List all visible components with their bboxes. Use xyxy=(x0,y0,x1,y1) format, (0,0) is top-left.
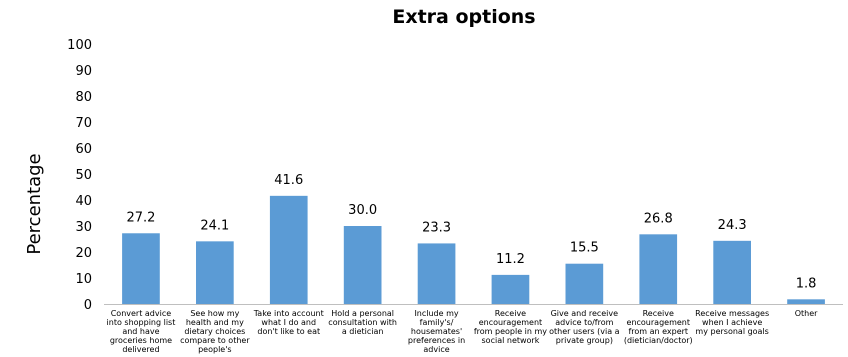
x-tick-label: Give and receive advice to/from other user… xyxy=(549,309,620,345)
bar xyxy=(491,274,530,304)
x-tick-label: Hold a personal consultation with a dietic… xyxy=(328,309,397,336)
x-tick-label-line: when I achieve xyxy=(702,318,762,327)
x-tick-label: See how my health and my dietary choices co… xyxy=(180,309,250,354)
x-tick-label-line: don't like to eat xyxy=(257,327,320,336)
x-tick-label-line: people's xyxy=(198,345,231,354)
y-axis-label: Percentage xyxy=(24,153,45,254)
data-label: 15.5 xyxy=(570,241,599,256)
x-tick-label-line: social network xyxy=(482,336,540,345)
x-tick-label-line: groceries home xyxy=(110,336,172,345)
x-tick-label-line: Give and receive xyxy=(551,309,619,318)
bar xyxy=(417,243,456,304)
x-tick-label-line: from people in my xyxy=(474,327,547,336)
x-tick-label-line: what I do and xyxy=(261,318,316,327)
data-label: 24.3 xyxy=(718,218,747,233)
bars xyxy=(122,195,825,304)
x-tick-label-line: advice xyxy=(423,345,449,354)
x-tick-label-line: Other xyxy=(795,309,818,318)
bar xyxy=(269,195,308,304)
x-tick-label-line: compare to other xyxy=(180,336,250,345)
y-tick-label: 20 xyxy=(75,246,92,261)
data-label: 27.2 xyxy=(126,210,155,225)
x-tick-label-line: Receive messages xyxy=(695,309,769,318)
x-tick-label-line: Take into account xyxy=(253,309,324,318)
x-tick-label-line: family's/ xyxy=(420,318,454,327)
data-label: 24.1 xyxy=(200,218,229,233)
x-tick-label-line: delivered xyxy=(122,345,159,354)
y-axis-ticks: 0 10 20 30 40 50 60 70 80 90 100 xyxy=(67,38,92,313)
data-label: 26.8 xyxy=(644,211,673,226)
x-tick-label-line: private group) xyxy=(556,336,613,345)
x-axis-ticks: Convert advice into shopping list and have… xyxy=(107,309,819,354)
x-tick-label-line: from an expert xyxy=(628,327,688,336)
x-tick-label-line: Convert advice xyxy=(111,309,172,318)
data-label: 41.6 xyxy=(274,173,303,188)
y-tick-label: 0 xyxy=(84,298,92,313)
x-tick-label: Include my family's/housemates' preference… xyxy=(408,309,465,354)
x-tick-label-line: encouragement xyxy=(479,318,542,327)
bar xyxy=(196,241,234,304)
bar xyxy=(639,234,678,304)
y-tick-label: 10 xyxy=(75,272,92,287)
chart-title: Extra options xyxy=(392,6,535,28)
x-tick-label: Receive messages when I achieve my persona… xyxy=(695,309,769,336)
y-tick-label: 30 xyxy=(75,220,92,235)
x-tick-label: Receive encouragement from an expert (dieti… xyxy=(624,309,693,345)
bar xyxy=(713,240,751,304)
x-tick-label-line: See how my xyxy=(190,309,239,318)
bar xyxy=(787,299,825,304)
y-tick-label: 60 xyxy=(75,142,92,157)
y-tick-label: 90 xyxy=(75,64,92,79)
data-label: 23.3 xyxy=(422,220,451,235)
x-tick-label-line: and have xyxy=(122,327,159,336)
data-label: 1.8 xyxy=(796,276,817,291)
x-tick-label-line: my personal goals xyxy=(695,327,768,336)
data-labels: 27.2 24.1 41.6 30.0 23.3 11.2 15.5 26.8 24.3 1.8 xyxy=(126,173,816,291)
x-tick-label-line: Receive xyxy=(495,309,526,318)
x-tick-label: Take into account what I do and don't like… xyxy=(253,309,324,336)
x-tick-label-line: a dietician xyxy=(342,327,384,336)
y-tick-label: 80 xyxy=(75,90,92,105)
x-tick-label-line: housemates' xyxy=(411,327,462,336)
x-tick-label-line: into shopping list xyxy=(107,318,176,327)
data-label: 11.2 xyxy=(496,252,525,267)
x-tick-label-line: Include my xyxy=(414,309,458,318)
x-tick-label-line: advice to/from xyxy=(555,318,613,327)
data-label: 30.0 xyxy=(348,203,377,218)
x-tick-label: Convert advice into shopping list and have… xyxy=(107,309,176,354)
x-tick-label: Receive encouragement from people in my soc… xyxy=(474,309,547,345)
x-tick-label-line: Hold a personal xyxy=(331,309,394,318)
bar xyxy=(122,233,160,304)
x-tick-label: Other xyxy=(795,309,818,318)
x-tick-label-line: other users (via a xyxy=(549,327,620,336)
bar xyxy=(565,263,604,304)
x-tick-label-line: dietary choices xyxy=(184,327,245,336)
x-tick-label-line: preferences in xyxy=(408,336,465,345)
bar xyxy=(343,226,382,304)
x-tick-label-line: Receive xyxy=(643,309,674,318)
x-tick-label-line: health and my xyxy=(186,318,244,327)
y-tick-label: 40 xyxy=(75,194,92,209)
y-tick-label: 100 xyxy=(67,38,92,53)
x-tick-label-line: encouragement xyxy=(627,318,690,327)
x-tick-label-line: consultation with xyxy=(328,318,397,327)
x-tick-label-line: (dietician/doctor) xyxy=(624,336,693,345)
y-tick-label: 50 xyxy=(75,168,92,183)
y-tick-label: 70 xyxy=(75,116,92,131)
